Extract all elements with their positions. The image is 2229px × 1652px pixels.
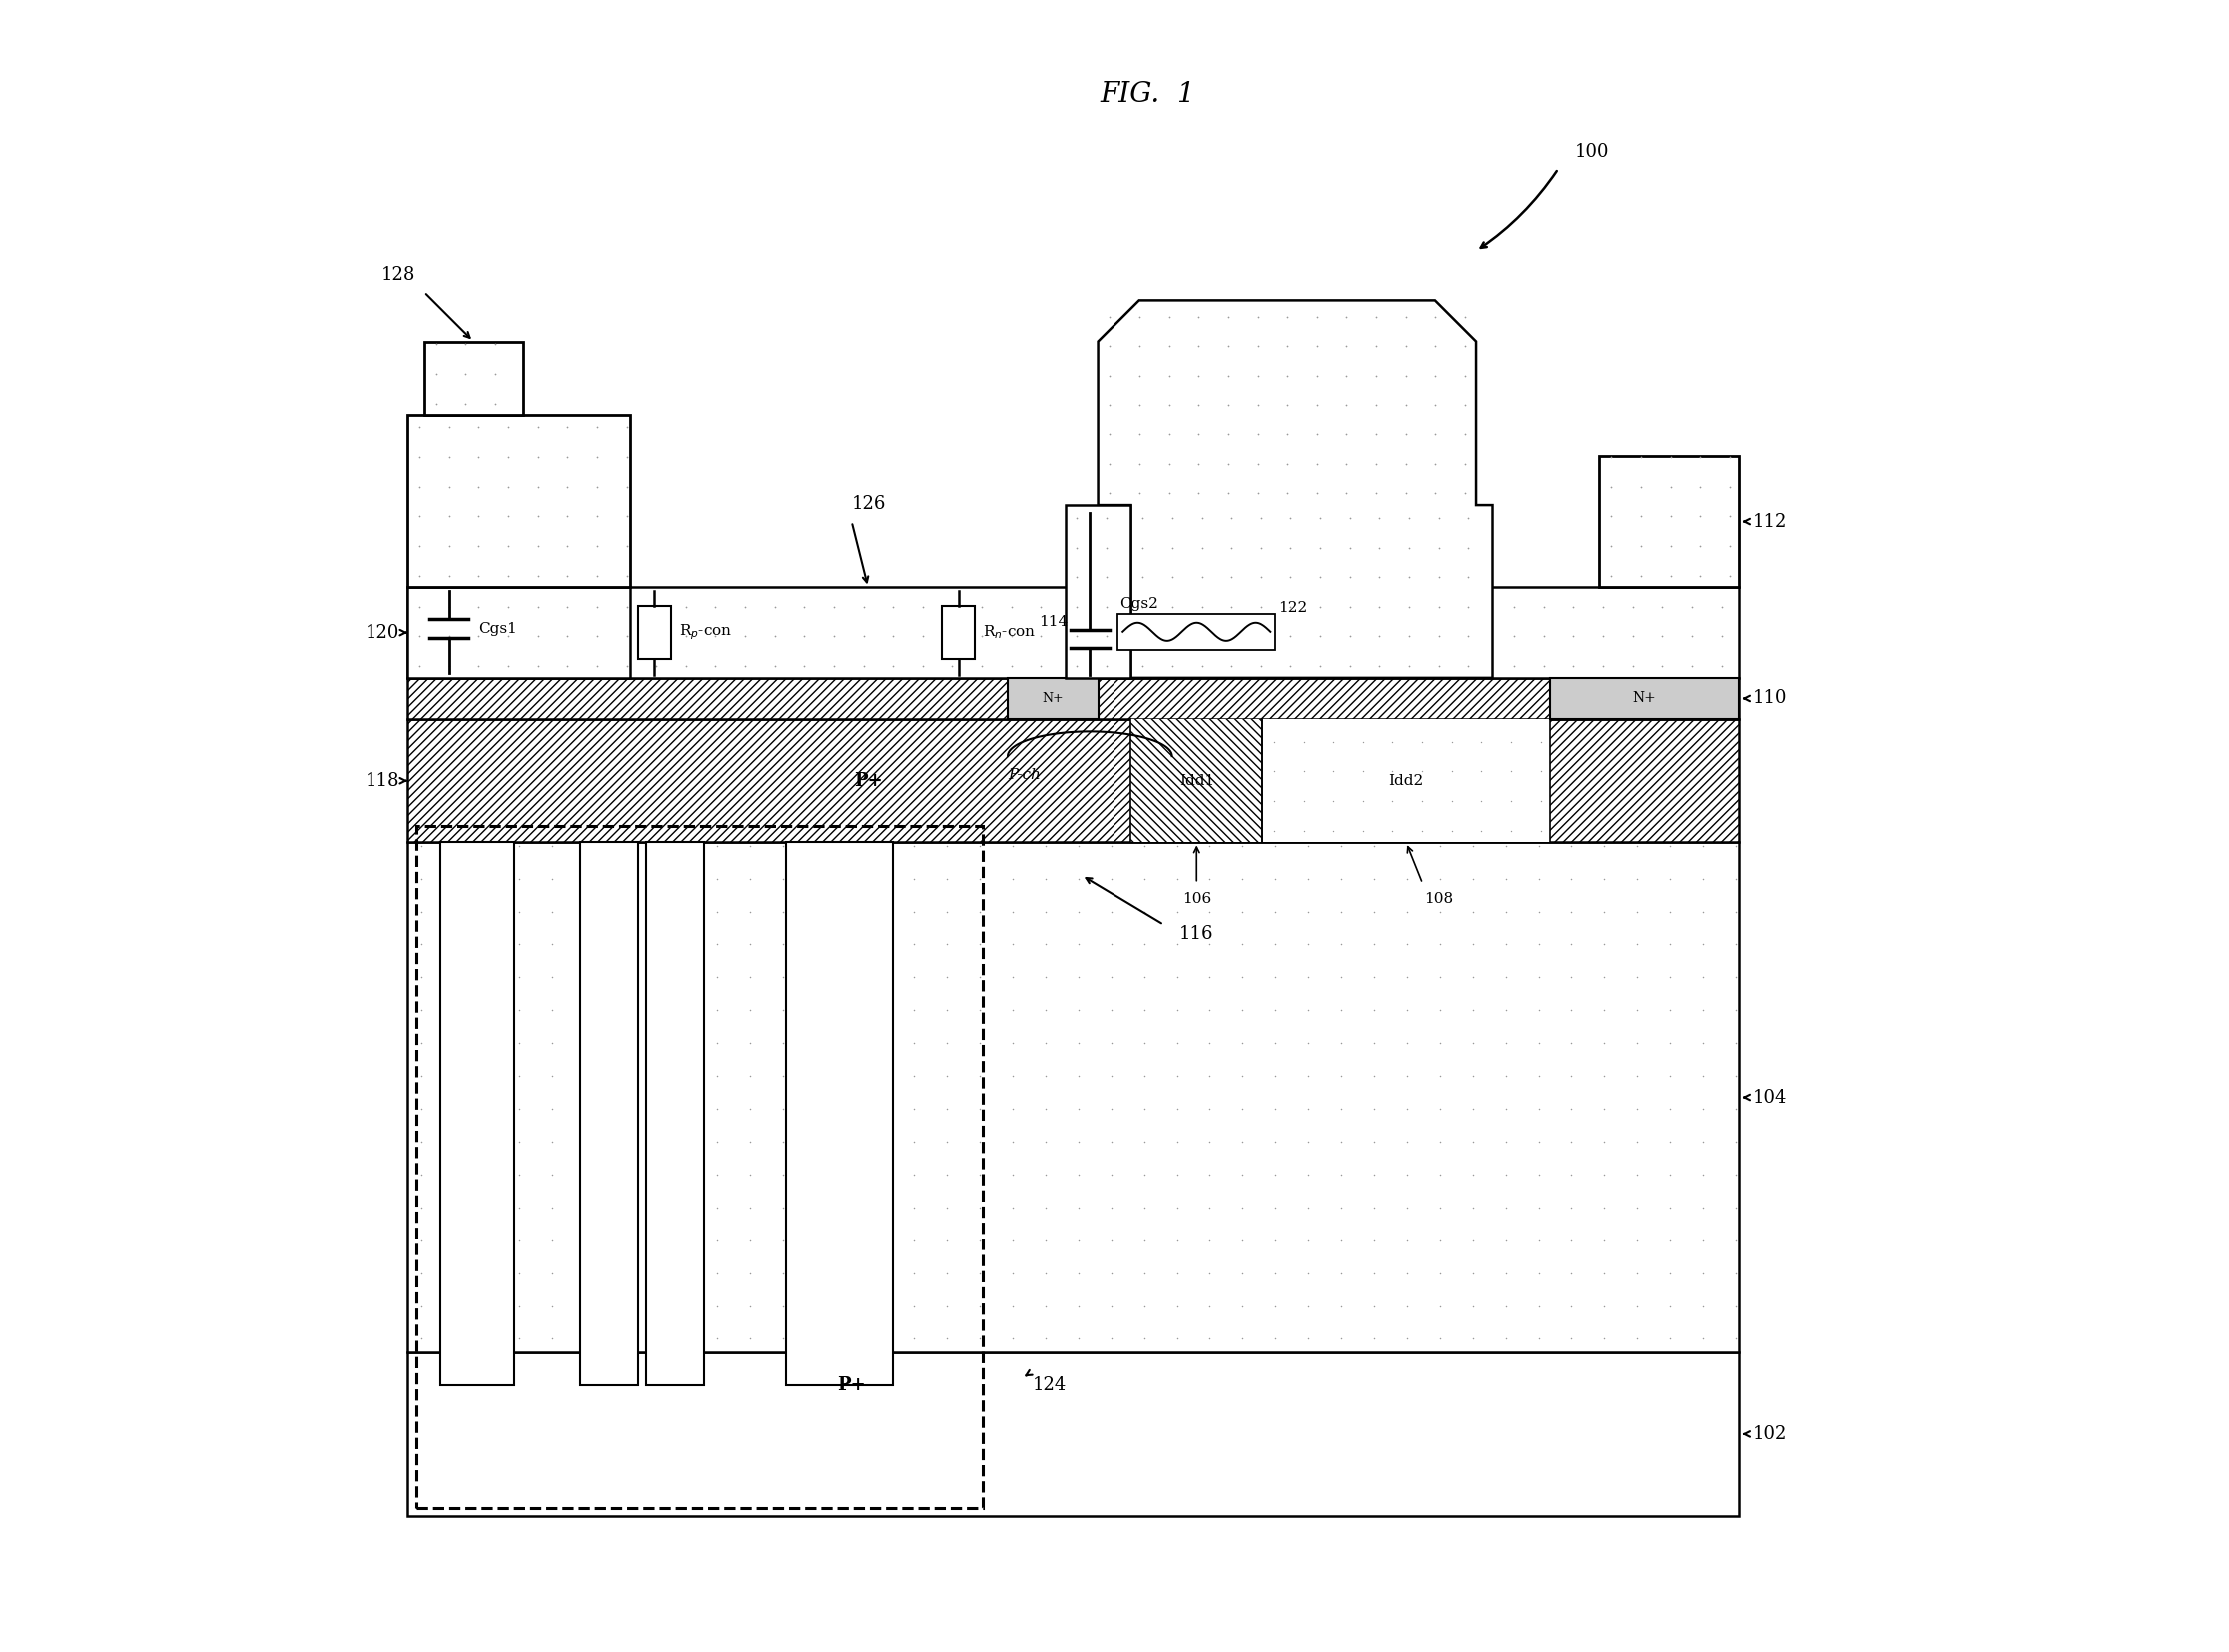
Text: 118: 118 — [366, 771, 399, 790]
Text: 116: 116 — [1179, 925, 1215, 943]
Bar — [943, 606, 974, 659]
Text: N+: N+ — [1632, 692, 1656, 705]
Text: P+: P+ — [854, 771, 883, 790]
Bar — [417, 826, 983, 1508]
Text: FIG.  1: FIG. 1 — [1099, 81, 1195, 107]
Text: 108: 108 — [1424, 892, 1453, 905]
Bar — [408, 677, 1739, 719]
Text: R$_p$-con: R$_p$-con — [680, 623, 731, 643]
Text: 126: 126 — [851, 496, 885, 514]
Bar — [408, 415, 629, 588]
Bar — [424, 340, 524, 415]
Bar — [1262, 719, 1549, 843]
Text: 114: 114 — [1039, 615, 1068, 629]
Text: Idd2: Idd2 — [1389, 773, 1424, 788]
Bar — [1600, 456, 1739, 588]
Bar — [637, 606, 671, 659]
Text: 106: 106 — [1181, 892, 1210, 905]
Text: Cgs1: Cgs1 — [479, 623, 517, 636]
Text: 122: 122 — [1279, 601, 1308, 616]
Text: Idd1: Idd1 — [1179, 773, 1215, 788]
Bar — [441, 843, 515, 1384]
Text: 120: 120 — [366, 624, 399, 643]
Text: N+: N+ — [1043, 692, 1063, 705]
Text: Cgs2: Cgs2 — [1119, 596, 1159, 611]
Bar — [1549, 677, 1739, 719]
Bar — [408, 588, 629, 677]
Text: 112: 112 — [1752, 512, 1785, 530]
Text: P+: P+ — [838, 1376, 865, 1394]
Text: 124: 124 — [1032, 1376, 1065, 1394]
Bar — [408, 843, 1739, 1351]
Bar — [408, 1351, 1739, 1517]
Text: 100: 100 — [1574, 144, 1609, 162]
Text: R$_n$-con: R$_n$-con — [983, 624, 1036, 641]
Bar — [580, 843, 637, 1384]
Text: 110: 110 — [1752, 689, 1788, 707]
Bar — [1130, 719, 1262, 843]
Text: 102: 102 — [1752, 1426, 1785, 1444]
Text: P-ch: P-ch — [1008, 768, 1041, 781]
Bar — [408, 588, 1739, 677]
Bar — [408, 719, 1739, 843]
Bar — [646, 843, 704, 1384]
Text: 104: 104 — [1752, 1089, 1785, 1107]
Bar — [1117, 615, 1275, 651]
Polygon shape — [1065, 506, 1130, 677]
Polygon shape — [1099, 301, 1493, 677]
Text: 128: 128 — [381, 266, 417, 284]
Bar — [1008, 677, 1099, 719]
Bar — [787, 843, 892, 1384]
